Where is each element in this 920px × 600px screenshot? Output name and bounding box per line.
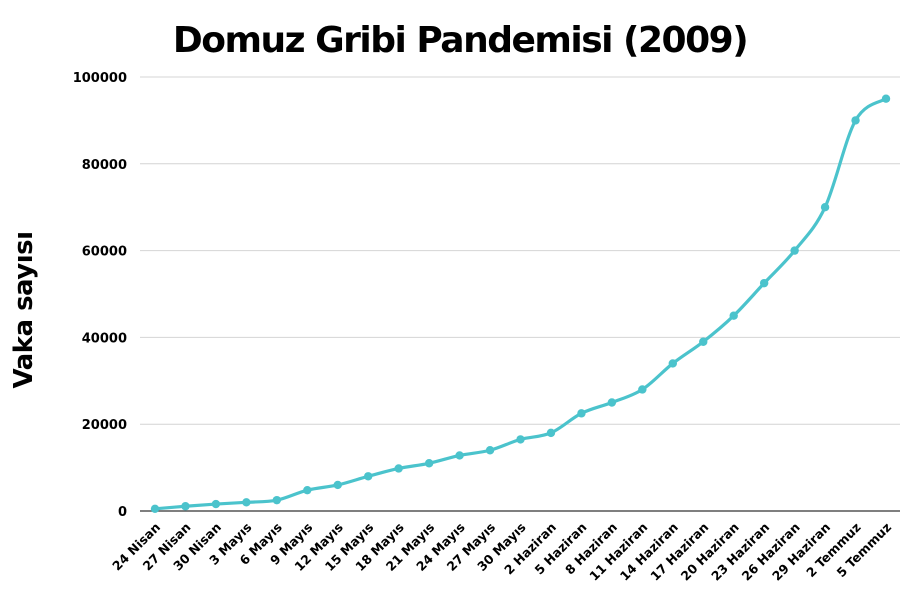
data-point (881, 94, 891, 103)
y-tick-label: 60000 (82, 245, 127, 260)
data-point (820, 203, 830, 212)
data-point (851, 116, 860, 125)
data-point (759, 278, 769, 288)
data-point (150, 504, 160, 514)
data-point (668, 359, 677, 368)
data-point (577, 409, 586, 418)
data-point (516, 435, 525, 444)
data-point (181, 502, 190, 511)
y-tick-label: 0 (118, 505, 127, 520)
data-point (272, 495, 282, 505)
y-tick-labels: 0 20000 40000 60000 80000 100000 (73, 71, 127, 520)
gridlines (140, 76, 900, 425)
data-point (333, 480, 342, 490)
series-cases (150, 94, 891, 514)
data-point (699, 337, 708, 346)
y-tick-label: 80000 (82, 158, 127, 173)
y-axis-label: Vaka sayısı (9, 231, 39, 388)
data-point (364, 472, 373, 481)
data-point (485, 446, 495, 455)
chart-title: Domuz Gribi Pandemisi (2009) (173, 20, 747, 61)
data-point (242, 498, 251, 507)
data-point (638, 385, 647, 394)
y-tick-label: 100000 (73, 71, 127, 86)
data-point (424, 459, 434, 468)
data-point (303, 485, 312, 495)
data-point (546, 428, 556, 438)
series-line (153, 97, 888, 511)
data-point (211, 499, 221, 509)
y-tick-label: 20000 (82, 418, 127, 433)
data-point (607, 398, 617, 407)
y-tick-label: 40000 (82, 331, 127, 346)
data-point (729, 311, 738, 320)
data-point (394, 464, 403, 473)
data-point (455, 451, 464, 460)
data-point (790, 246, 799, 255)
